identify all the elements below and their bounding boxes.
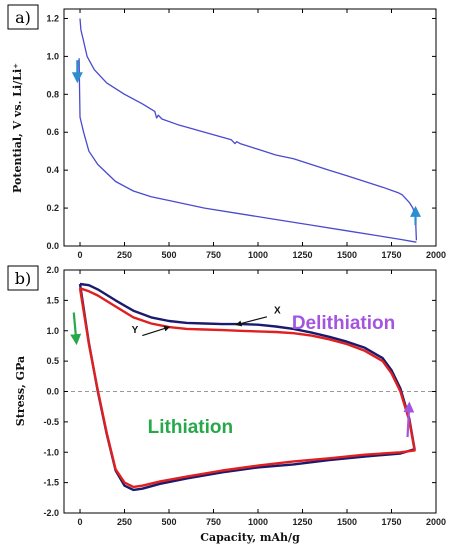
panel-a-arrows bbox=[71, 60, 422, 226]
y-tick-label: -2.0 bbox=[43, 508, 59, 518]
panel-a-series bbox=[78, 18, 418, 243]
panel-a-ticks: 0 250 500 750 1000 1250 1500 1750 2000 0.0 0.2 0.4 0… bbox=[46, 9, 446, 260]
x-tick-label: 1000 bbox=[248, 517, 268, 527]
panel-a-frame bbox=[63, 8, 437, 247]
x-tick-label: 1500 bbox=[337, 250, 357, 260]
pointer-arrow-0 bbox=[235, 316, 268, 327]
x-tick-label: 0 bbox=[78, 517, 83, 527]
y-tick-label: 0.8 bbox=[46, 89, 59, 99]
x-tick-label: 1000 bbox=[248, 250, 268, 260]
x-tick-label: 0 bbox=[78, 250, 83, 260]
x-tick-label: 1250 bbox=[292, 517, 312, 527]
x-tick-label: 2000 bbox=[426, 517, 446, 527]
direction-arrow-1 bbox=[403, 401, 415, 438]
pointer-arrow-1 bbox=[142, 325, 171, 337]
x-tick-label: 500 bbox=[161, 250, 176, 260]
y-tick-label: 1.0 bbox=[46, 326, 59, 336]
y-tick-label: 0.5 bbox=[46, 356, 59, 366]
y-tick-label: 1.5 bbox=[46, 295, 59, 305]
x-tick-label: 1750 bbox=[381, 250, 401, 260]
y-tick-label: 0.6 bbox=[46, 127, 59, 137]
panel-b-arrows bbox=[70, 312, 415, 438]
annotation-y: Y bbox=[132, 325, 139, 336]
x-tick-label: 2000 bbox=[426, 250, 446, 260]
y-tick-label: 0.4 bbox=[46, 165, 59, 175]
direction-arrow-0 bbox=[70, 312, 82, 346]
panel-b-annotations: Delithiation Lithiation X Y bbox=[132, 306, 396, 438]
y-tick-label: -0.5 bbox=[43, 417, 59, 427]
x-tick-label: 1250 bbox=[292, 250, 312, 260]
panel-a-y-axis-title: Potential, V vs. Li/Li⁺ bbox=[11, 63, 24, 193]
series-line-1 bbox=[78, 287, 416, 489]
series-line-0 bbox=[78, 282, 416, 492]
y-tick-label: 1.0 bbox=[46, 51, 59, 61]
y-tick-label: -1.0 bbox=[43, 447, 59, 457]
panel-a: a) Potential, V vs. Li/Li⁺ 0 250 500 750 100… bbox=[7, 4, 446, 260]
y-tick-label: 0.2 bbox=[46, 203, 59, 213]
y-tick-label: 2.0 bbox=[46, 265, 59, 275]
y-tick-label: -1.5 bbox=[43, 478, 59, 488]
panel-b-label: b) bbox=[15, 269, 31, 288]
panel-b-ticks: 0 250 500 750 1000 1250 1500 1750 2000 2.0 1.5 1.0 0… bbox=[43, 265, 446, 527]
y-tick-label: 0.0 bbox=[46, 241, 59, 251]
panel-b-x-axis-title: Capacity, mAh/g bbox=[200, 531, 300, 544]
annotation-lithiation: Lithiation bbox=[148, 417, 233, 438]
annotation-delithiation: Delithiation bbox=[292, 313, 395, 334]
panel-a-label-box bbox=[7, 4, 39, 30]
x-tick-label: 500 bbox=[161, 517, 176, 527]
x-tick-label: 1750 bbox=[381, 517, 401, 527]
x-tick-label: 750 bbox=[206, 250, 221, 260]
panel-b: b) Stress, GPa Capacity, mAh/g 0 250 500 75… bbox=[7, 265, 446, 544]
y-tick-label: 1.2 bbox=[46, 13, 59, 23]
annotation-x: X bbox=[274, 306, 281, 317]
panel-b-label-box bbox=[7, 265, 39, 291]
panel-b-series bbox=[78, 282, 416, 492]
series-line-0 bbox=[79, 18, 418, 241]
panel-a-label: a) bbox=[15, 8, 31, 27]
x-tick-label: 250 bbox=[117, 517, 132, 527]
x-tick-label: 250 bbox=[117, 250, 132, 260]
x-tick-label: 750 bbox=[206, 517, 221, 527]
x-tick-label: 1500 bbox=[337, 517, 357, 527]
y-tick-label: 0.0 bbox=[46, 387, 59, 397]
panel-b-y-axis-title: Stress, GPa bbox=[14, 356, 27, 426]
series-line-1 bbox=[78, 58, 417, 243]
